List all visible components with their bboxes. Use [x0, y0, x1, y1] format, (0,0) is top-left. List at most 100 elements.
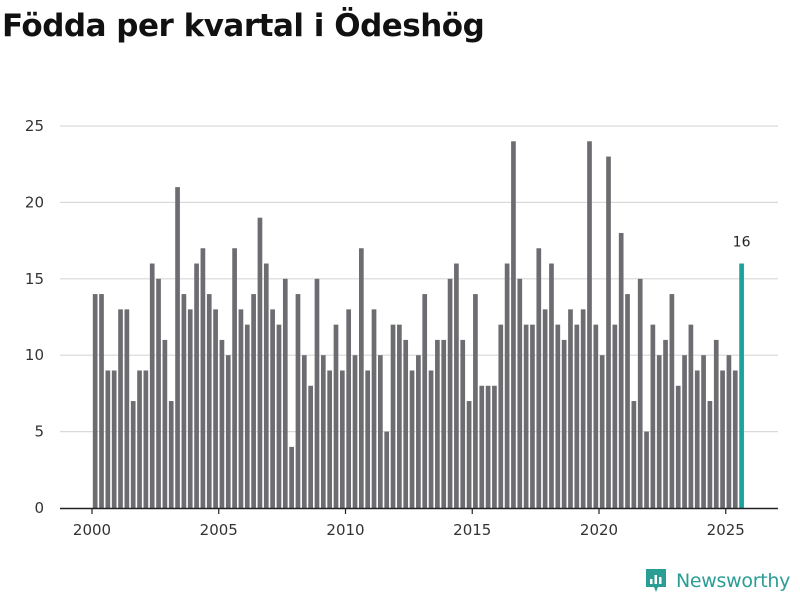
bar — [498, 324, 504, 508]
bar — [612, 324, 618, 508]
bar — [320, 355, 326, 508]
bar — [263, 263, 269, 508]
bar — [422, 294, 428, 508]
bar — [124, 309, 130, 508]
bar — [327, 370, 333, 508]
bar — [688, 324, 694, 508]
y-tick-label: 0 — [34, 499, 44, 517]
bar — [694, 370, 700, 508]
bar — [580, 309, 586, 508]
bar — [504, 263, 510, 508]
bar — [358, 248, 364, 509]
bar — [555, 324, 561, 508]
x-tick-label: 2010 — [326, 521, 364, 539]
bar — [289, 446, 294, 508]
bar — [669, 294, 675, 508]
bar — [479, 385, 485, 508]
bar — [238, 309, 244, 508]
bar — [713, 339, 719, 508]
y-tick-label: 20 — [25, 193, 44, 211]
bar — [149, 263, 155, 508]
bar — [435, 339, 440, 508]
bars — [92, 141, 744, 509]
bar — [232, 248, 237, 509]
bar — [308, 385, 313, 508]
newsworthy-logo-icon — [646, 569, 666, 592]
bar — [720, 370, 725, 508]
bar — [194, 263, 199, 508]
bar — [397, 324, 402, 508]
bar — [454, 263, 459, 508]
bar — [295, 294, 301, 508]
bar — [549, 263, 554, 508]
bar — [200, 248, 206, 509]
bar — [682, 355, 687, 508]
bar — [732, 370, 738, 508]
bar — [485, 385, 491, 508]
bar — [517, 278, 523, 508]
y-tick-label: 10 — [25, 346, 44, 364]
bar — [168, 401, 174, 508]
y-tick-label: 25 — [25, 117, 44, 135]
bar — [137, 370, 142, 508]
bar — [378, 355, 383, 508]
bar — [663, 339, 668, 508]
bar — [270, 309, 275, 508]
bar — [257, 217, 263, 508]
bar — [618, 232, 624, 508]
x-tick-label: 2020 — [580, 521, 618, 539]
bar — [530, 324, 535, 508]
bar — [403, 339, 409, 508]
bar — [346, 309, 352, 508]
bar — [625, 294, 630, 508]
bar — [568, 309, 573, 508]
bar — [644, 431, 649, 508]
x-tick-label: 2025 — [707, 521, 745, 539]
highlight-value-label: 16 — [733, 235, 751, 251]
bar — [574, 324, 580, 508]
bar — [371, 309, 377, 508]
bar — [460, 339, 466, 508]
y-tick-label: 15 — [25, 270, 44, 288]
bar — [447, 278, 453, 508]
bar — [428, 370, 434, 508]
bar — [206, 294, 212, 508]
brand-name: Newsworthy — [676, 570, 791, 592]
bar — [650, 324, 656, 508]
x-axis: 2000 2005 2010 2015 2020 2025 — [60, 507, 778, 539]
bar — [244, 324, 250, 508]
bar — [219, 339, 225, 508]
bar — [416, 355, 421, 508]
bar — [143, 370, 149, 508]
bar — [726, 355, 732, 508]
bar — [473, 294, 478, 508]
bar — [511, 141, 516, 508]
x-tick-label: 2005 — [200, 521, 238, 539]
bar — [593, 324, 599, 508]
bar — [339, 370, 345, 508]
bar — [162, 339, 168, 508]
bar — [333, 324, 339, 508]
bar — [213, 309, 218, 508]
bar — [187, 309, 193, 508]
bar — [276, 324, 282, 508]
bar — [561, 339, 567, 508]
bar — [637, 278, 643, 508]
bar — [175, 187, 180, 508]
x-tick-label: 2015 — [453, 521, 491, 539]
newsworthy-brand: Newsworthy — [644, 567, 790, 595]
bar — [156, 278, 161, 508]
bar — [492, 385, 497, 508]
bar — [365, 370, 371, 508]
bar — [314, 278, 320, 508]
bar — [130, 401, 136, 508]
bar — [390, 324, 396, 508]
bar — [701, 355, 706, 508]
bar — [466, 401, 472, 508]
bar — [118, 309, 123, 508]
bar — [441, 339, 447, 508]
bar — [656, 355, 662, 508]
bar — [352, 355, 358, 508]
x-tick-label: 2000 — [73, 521, 111, 539]
